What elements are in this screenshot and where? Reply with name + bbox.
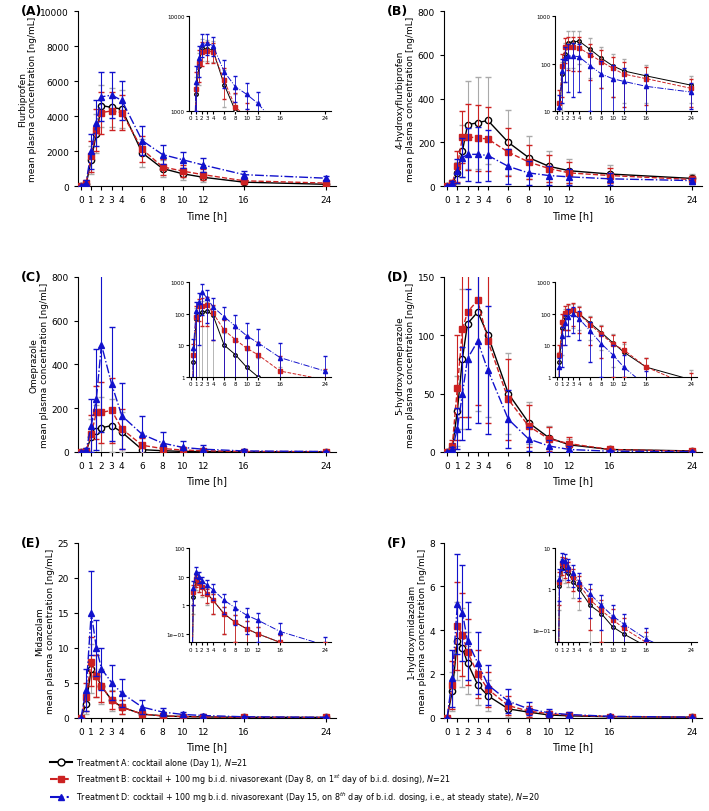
Y-axis label: 5-hydroxyomeprazole
mean plasma concentration [ng/mL]: 5-hydroxyomeprazole mean plasma concentr… bbox=[396, 282, 415, 448]
Text: (C): (C) bbox=[21, 271, 42, 284]
Legend: Treatment A: cocktail alone (Day 1), $\it{N}$=21, Treatment B: cocktail + 100 mg: Treatment A: cocktail alone (Day 1), $\i… bbox=[47, 753, 543, 807]
Y-axis label: 4-hydroxyflurbiprofen
mean plasma concentration [ng/mL]: 4-hydroxyflurbiprofen mean plasma concen… bbox=[396, 17, 415, 182]
Y-axis label: Omeprazole
mean plasma concentration [ng/mL]: Omeprazole mean plasma concentration [ng… bbox=[30, 282, 49, 448]
X-axis label: Time [h]: Time [h] bbox=[552, 741, 593, 751]
X-axis label: Time [h]: Time [h] bbox=[186, 210, 228, 221]
Y-axis label: Flurbiprofen
mean plasma concentration [ng/mL]: Flurbiprofen mean plasma concentration [… bbox=[18, 17, 38, 182]
X-axis label: Time [h]: Time [h] bbox=[552, 210, 593, 221]
Y-axis label: Midazolam
mean plasma concentration [ng/mL]: Midazolam mean plasma concentration [ng/… bbox=[35, 548, 55, 713]
Y-axis label: 1-hydroxymidazolam
mean plasma concentration [ng/mL]: 1-hydroxymidazolam mean plasma concentra… bbox=[407, 548, 427, 713]
X-axis label: Time [h]: Time [h] bbox=[186, 476, 228, 486]
X-axis label: Time [h]: Time [h] bbox=[186, 741, 228, 751]
Text: (B): (B) bbox=[387, 5, 408, 18]
Text: (D): (D) bbox=[387, 271, 409, 284]
Text: (E): (E) bbox=[21, 536, 42, 549]
Text: (A): (A) bbox=[21, 5, 43, 18]
X-axis label: Time [h]: Time [h] bbox=[552, 476, 593, 486]
Text: (F): (F) bbox=[387, 536, 408, 549]
